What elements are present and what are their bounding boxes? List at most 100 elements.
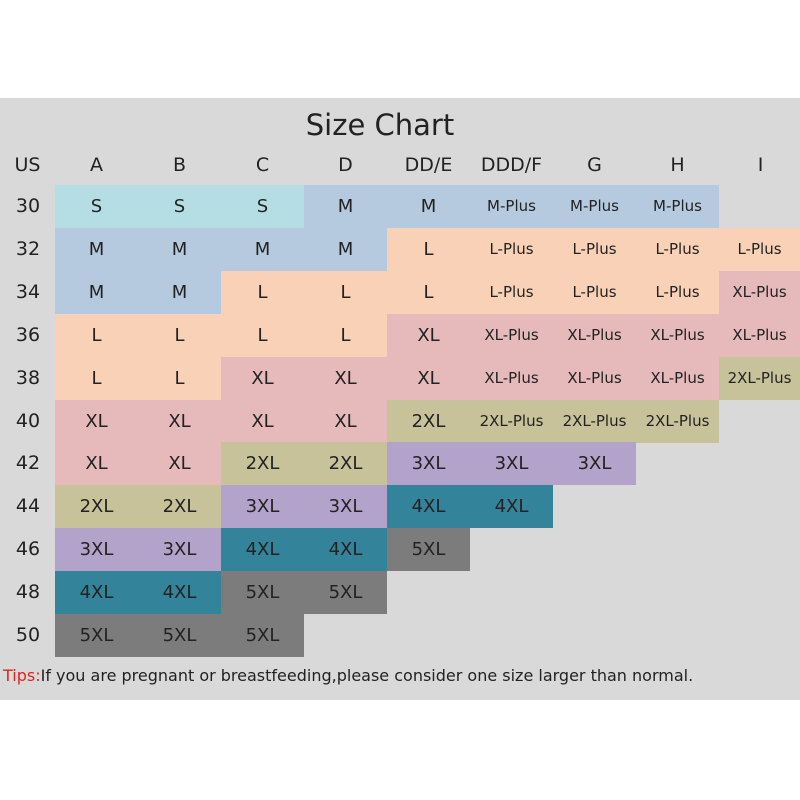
size-cell: M	[55, 270, 138, 314]
tips-text: If you are pregnant or breastfeeding,ple…	[40, 666, 694, 685]
size-cell: 5XL	[304, 571, 387, 615]
size-cell: XL-Plus	[553, 356, 636, 400]
size-cell: M	[221, 227, 304, 271]
size-cell: S	[221, 185, 304, 228]
size-cell: XL	[304, 356, 387, 400]
size-cell: XL-Plus	[719, 270, 800, 314]
size-cell: 4XL	[55, 571, 138, 615]
size-cell: L	[138, 313, 221, 357]
size-cell: 2XL-Plus	[553, 399, 636, 443]
size-cell: XL-Plus	[470, 313, 553, 357]
size-cell: XL	[138, 399, 221, 443]
size-cell: XL	[55, 399, 138, 443]
size-cell: 5XL	[221, 614, 304, 657]
band-label: 42	[15, 452, 41, 475]
size-cell: XL	[387, 356, 470, 400]
size-cell: M-Plus	[553, 185, 636, 228]
column-header: A	[90, 154, 103, 176]
chart-title: Size Chart	[305, 108, 455, 142]
size-cell: L	[304, 270, 387, 314]
size-cell: 5XL	[55, 614, 138, 657]
size-cell: M	[304, 185, 387, 228]
band-label: 38	[15, 366, 41, 389]
column-header: G	[587, 154, 602, 176]
column-header: DDD/F	[480, 154, 543, 176]
header-us: US	[14, 154, 41, 176]
size-cell: L-Plus	[470, 227, 553, 271]
size-cell: 3XL	[138, 528, 221, 572]
band-label: 44	[15, 495, 41, 518]
size-cell: 3XL	[470, 442, 553, 486]
size-cell: XL-Plus	[719, 313, 800, 357]
size-cell: L	[221, 270, 304, 314]
size-cell: S	[55, 185, 138, 228]
size-cell: L	[55, 356, 138, 400]
size-cell: M-Plus	[636, 185, 719, 228]
column-header: H	[670, 154, 685, 176]
column-header: DD/E	[404, 154, 453, 176]
column-header: C	[255, 154, 270, 176]
size-cell: XL	[221, 399, 304, 443]
band-label: 32	[15, 237, 41, 260]
size-cell: 2XL	[221, 442, 304, 486]
size-cell: M	[387, 185, 470, 228]
size-cell: 2XL	[138, 485, 221, 529]
size-cell: 2XL	[387, 399, 470, 443]
size-cell: M	[138, 227, 221, 271]
size-cell: 5XL	[221, 571, 304, 615]
column-header: B	[172, 154, 187, 176]
band-label: 30	[15, 195, 41, 217]
size-cell: 3XL	[55, 528, 138, 572]
size-cell: 2XL-Plus	[719, 356, 800, 400]
size-cell: M	[138, 270, 221, 314]
size-cell: 3XL	[387, 442, 470, 486]
size-cell: 2XL	[55, 485, 138, 529]
band-label: 36	[15, 323, 41, 346]
band-label: 40	[15, 409, 41, 432]
size-cell: XL	[138, 442, 221, 486]
size-cell: M-Plus	[470, 185, 553, 228]
size-cell: L	[221, 313, 304, 357]
size-cell: L	[138, 356, 221, 400]
size-cell: 4XL	[138, 571, 221, 615]
size-cell: L-Plus	[636, 270, 719, 314]
size-cell: L	[304, 313, 387, 357]
size-cell: 2XL	[304, 442, 387, 486]
size-cell: XL-Plus	[470, 356, 553, 400]
size-cell: L	[55, 313, 138, 357]
size-cell: S	[138, 185, 221, 228]
size-cell: L	[387, 270, 470, 314]
size-cell: L	[387, 227, 470, 271]
band-label: 50	[15, 624, 41, 646]
band-label: 46	[15, 538, 41, 561]
band-label: 48	[15, 581, 41, 604]
size-cell: L-Plus	[553, 227, 636, 271]
size-cell: XL-Plus	[636, 313, 719, 357]
size-cell: L-Plus	[636, 227, 719, 271]
size-cell: 5XL	[138, 614, 221, 657]
size-cell: M	[304, 227, 387, 271]
size-cell: L-Plus	[470, 270, 553, 314]
size-cell: M	[55, 227, 138, 271]
size-cell: XL	[387, 313, 470, 357]
size-cell: 5XL	[387, 528, 470, 572]
size-cell: XL	[221, 356, 304, 400]
size-cell: 4XL	[304, 528, 387, 572]
tips-note: Tips:If you are pregnant or breastfeedin…	[3, 666, 693, 685]
size-cell: 2XL-Plus	[636, 399, 719, 443]
size-cell: 2XL-Plus	[470, 399, 553, 443]
column-header: D	[338, 154, 353, 176]
size-cell: XL-Plus	[636, 356, 719, 400]
tips-label: Tips:	[3, 666, 41, 685]
size-cell: 4XL	[470, 485, 553, 529]
size-cell: L-Plus	[553, 270, 636, 314]
size-cell: XL	[304, 399, 387, 443]
size-cell: 4XL	[387, 485, 470, 529]
size-cell: 3XL	[553, 442, 636, 486]
size-cell: 4XL	[221, 528, 304, 572]
size-cell: XL-Plus	[553, 313, 636, 357]
column-header: I	[757, 154, 764, 176]
size-cell: L-Plus	[719, 227, 800, 271]
band-label: 34	[15, 280, 41, 303]
size-cell: 3XL	[304, 485, 387, 529]
